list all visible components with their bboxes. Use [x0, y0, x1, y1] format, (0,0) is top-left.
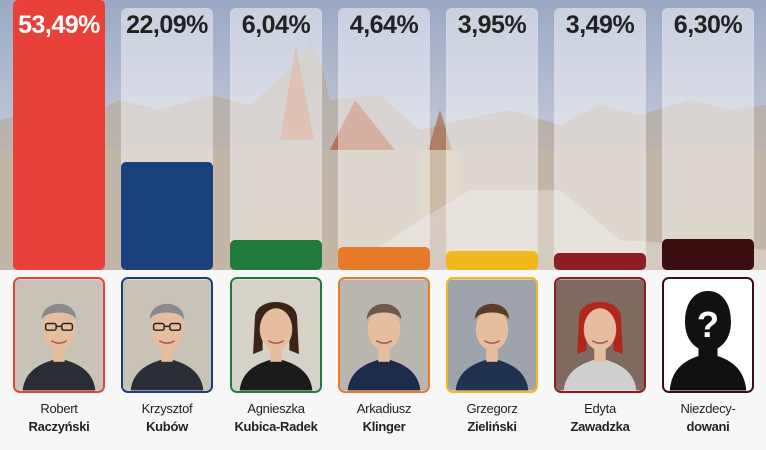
candidate-photo: [230, 277, 322, 393]
last-name: Kubów: [146, 419, 188, 434]
bar-5: [554, 253, 646, 270]
last-name: Kubica-Radek: [234, 419, 318, 434]
svg-text:?: ?: [697, 304, 719, 345]
first-name: Grzegorz: [466, 401, 518, 416]
value-label: 6,04%: [241, 11, 311, 39]
candidate-photo: [13, 277, 105, 393]
bar-0: [13, 0, 105, 270]
candidate-photo: [121, 277, 213, 393]
first-name: Niezdecy-: [680, 401, 736, 416]
candidate-name: Robert Raczyński: [5, 400, 113, 436]
value-label: 6,30%: [673, 11, 743, 39]
first-name: Robert: [40, 401, 78, 416]
bar-2: [230, 240, 322, 270]
value-label: 22,09%: [126, 11, 208, 39]
candidate-name: Grzegorz Zieliński: [438, 400, 546, 436]
value-label: 4,64%: [349, 11, 419, 39]
value-label: 3,95%: [457, 11, 527, 39]
first-name: Agnieszka: [247, 401, 305, 416]
last-name: Klinger: [362, 419, 406, 434]
candidate-name: Arkadiusz Klinger: [330, 400, 438, 436]
value-label: 53,49%: [18, 11, 100, 39]
candidate-name: Agnieszka Kubica-Radek: [222, 400, 330, 436]
last-name: Zieliński: [467, 419, 517, 434]
last-name: Raczyński: [28, 419, 90, 434]
candidate-photo: [338, 277, 430, 393]
value-label: 3,49%: [565, 11, 635, 39]
candidate-photo: [446, 277, 538, 393]
first-name: Krzysztof: [141, 401, 193, 416]
bar-1: [121, 162, 213, 270]
last-name: Zawadzka: [570, 419, 630, 434]
bar-3: [338, 247, 430, 270]
unknown-person-icon: ?: [662, 277, 754, 393]
first-name: Edyta: [584, 401, 616, 416]
first-name: Arkadiusz: [356, 401, 412, 416]
candidate-name: Krzysztof Kubów: [113, 400, 221, 436]
candidate-name: Edyta Zawadzka: [546, 400, 654, 436]
candidate-photo: [554, 277, 646, 393]
bar-6: [662, 239, 754, 270]
bar-4: [446, 251, 538, 270]
last-name: dowani: [686, 419, 730, 434]
candidate-name: Niezdecy-dowani: [654, 400, 762, 436]
